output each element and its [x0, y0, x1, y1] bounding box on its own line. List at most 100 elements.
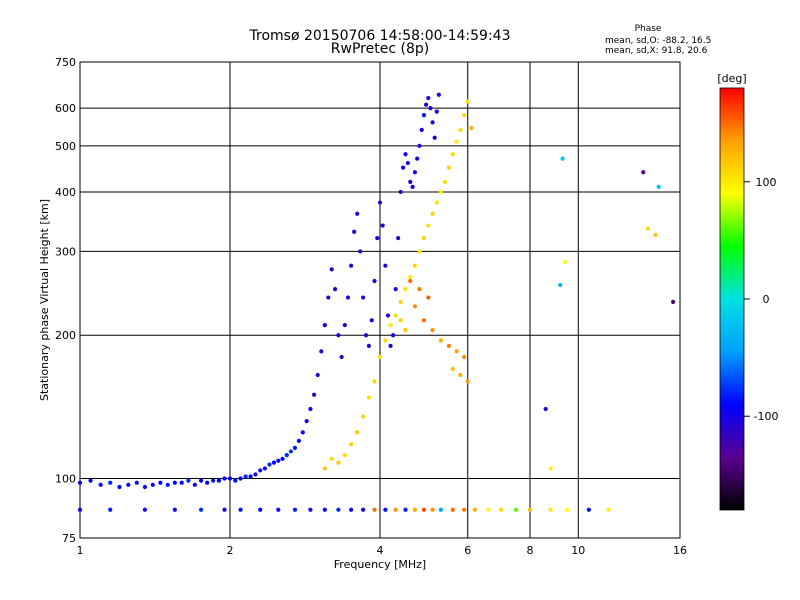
data-point: [315, 372, 320, 378]
data-point: [345, 295, 351, 300]
y-tick-label: 300: [55, 245, 76, 258]
data-point: [465, 379, 470, 384]
data-point: [426, 295, 431, 300]
data-point: [385, 313, 391, 318]
data-point: [438, 507, 443, 512]
data-point: [450, 507, 455, 512]
data-point: [342, 323, 347, 328]
data-point: [412, 507, 417, 512]
data-point: [258, 507, 263, 512]
data-point: [417, 249, 422, 254]
stats-o-line: mean, sd,O: -88.2, 16.5: [605, 36, 711, 46]
data-point: [421, 507, 427, 512]
data-point: [426, 95, 431, 101]
data-point: [419, 127, 424, 133]
x-tick-label: 6: [464, 544, 471, 557]
data-point: [319, 349, 324, 354]
data-point: [158, 480, 163, 485]
data-point: [403, 507, 408, 512]
chart-subtitle: RwPretec (8p): [331, 41, 429, 57]
data-point: [403, 152, 408, 157]
data-point: [383, 507, 388, 512]
data-point: [326, 295, 331, 300]
data-point: [393, 287, 398, 292]
colorbar-gradient: [719, 87, 745, 511]
data-point: [329, 456, 334, 461]
data-point: [548, 507, 553, 512]
data-point: [258, 468, 263, 473]
data-point: [108, 480, 113, 485]
data-point: [142, 507, 148, 512]
data-point: [262, 466, 267, 471]
data-point: [428, 106, 433, 111]
data-point: [361, 414, 366, 419]
data-point: [393, 313, 398, 318]
data-point: [499, 507, 504, 512]
data-point: [405, 160, 410, 166]
data-point: [388, 343, 393, 348]
data-point: [403, 287, 408, 292]
data-point: [296, 438, 302, 443]
data-point: [216, 478, 221, 483]
data-point: [361, 295, 366, 300]
data-point: [77, 480, 83, 485]
data-point: [349, 507, 354, 512]
x-tick-label: 1: [77, 544, 84, 557]
data-point: [641, 170, 646, 175]
chart-title: Tromsø 20150706 14:58:00-14:59:43: [249, 28, 511, 44]
data-point: [322, 466, 327, 471]
x-tick-label: 16: [673, 544, 687, 557]
data-point: [186, 478, 191, 483]
y-tick-label: 400: [55, 186, 76, 199]
data-point: [280, 456, 285, 461]
y-tick-label: 750: [55, 56, 76, 69]
data-point: [513, 507, 519, 512]
x-tick-label: 8: [527, 544, 534, 557]
data-point: [192, 482, 197, 487]
data-point: [349, 263, 354, 268]
data-point: [412, 170, 417, 175]
data-point: [271, 460, 277, 465]
y-axis-label: Stationary phase Virtual Height [km]: [38, 199, 51, 401]
data-point: [363, 333, 369, 338]
colorbar-tick-label: 100: [756, 176, 777, 189]
data-point: [253, 472, 258, 477]
data-point: [562, 259, 567, 265]
data-point: [227, 476, 233, 481]
data-point: [108, 507, 113, 512]
data-point: [430, 120, 435, 125]
data-point: [462, 354, 467, 360]
data-point: [233, 478, 238, 483]
data-point: [465, 99, 470, 104]
colorbar-tick-label: 0: [763, 293, 770, 306]
data-point: [430, 507, 435, 512]
data-point: [400, 165, 406, 170]
data-point: [77, 507, 83, 512]
data-point: [446, 165, 452, 170]
data-point: [312, 392, 317, 397]
data-point: [352, 229, 357, 234]
y-tick-label: 500: [55, 140, 76, 153]
data-point: [434, 109, 439, 114]
colorbar-ticks: 100 0 -100: [744, 176, 778, 423]
data-point: [375, 235, 380, 241]
data-point: [454, 139, 459, 144]
colorbar: [deg] 100 0 -100: [717, 72, 778, 511]
data-point: [355, 430, 360, 435]
data-point: [426, 223, 431, 228]
data-point: [383, 263, 388, 268]
data-point: [560, 156, 565, 161]
data-point: [458, 127, 463, 133]
x-axis-label: Frequency [MHz]: [334, 558, 426, 571]
data-point: [438, 338, 443, 343]
data-point: [565, 507, 570, 512]
data-point: [369, 318, 374, 323]
data-point: [276, 507, 281, 512]
data-point: [372, 379, 377, 384]
data-point: [238, 476, 243, 481]
data-point: [396, 235, 401, 241]
data-point: [300, 430, 305, 435]
data-point: [199, 507, 204, 512]
data-point: [292, 445, 298, 450]
x-tick-labels: 1 2 4 6 8 10 16: [77, 544, 688, 557]
